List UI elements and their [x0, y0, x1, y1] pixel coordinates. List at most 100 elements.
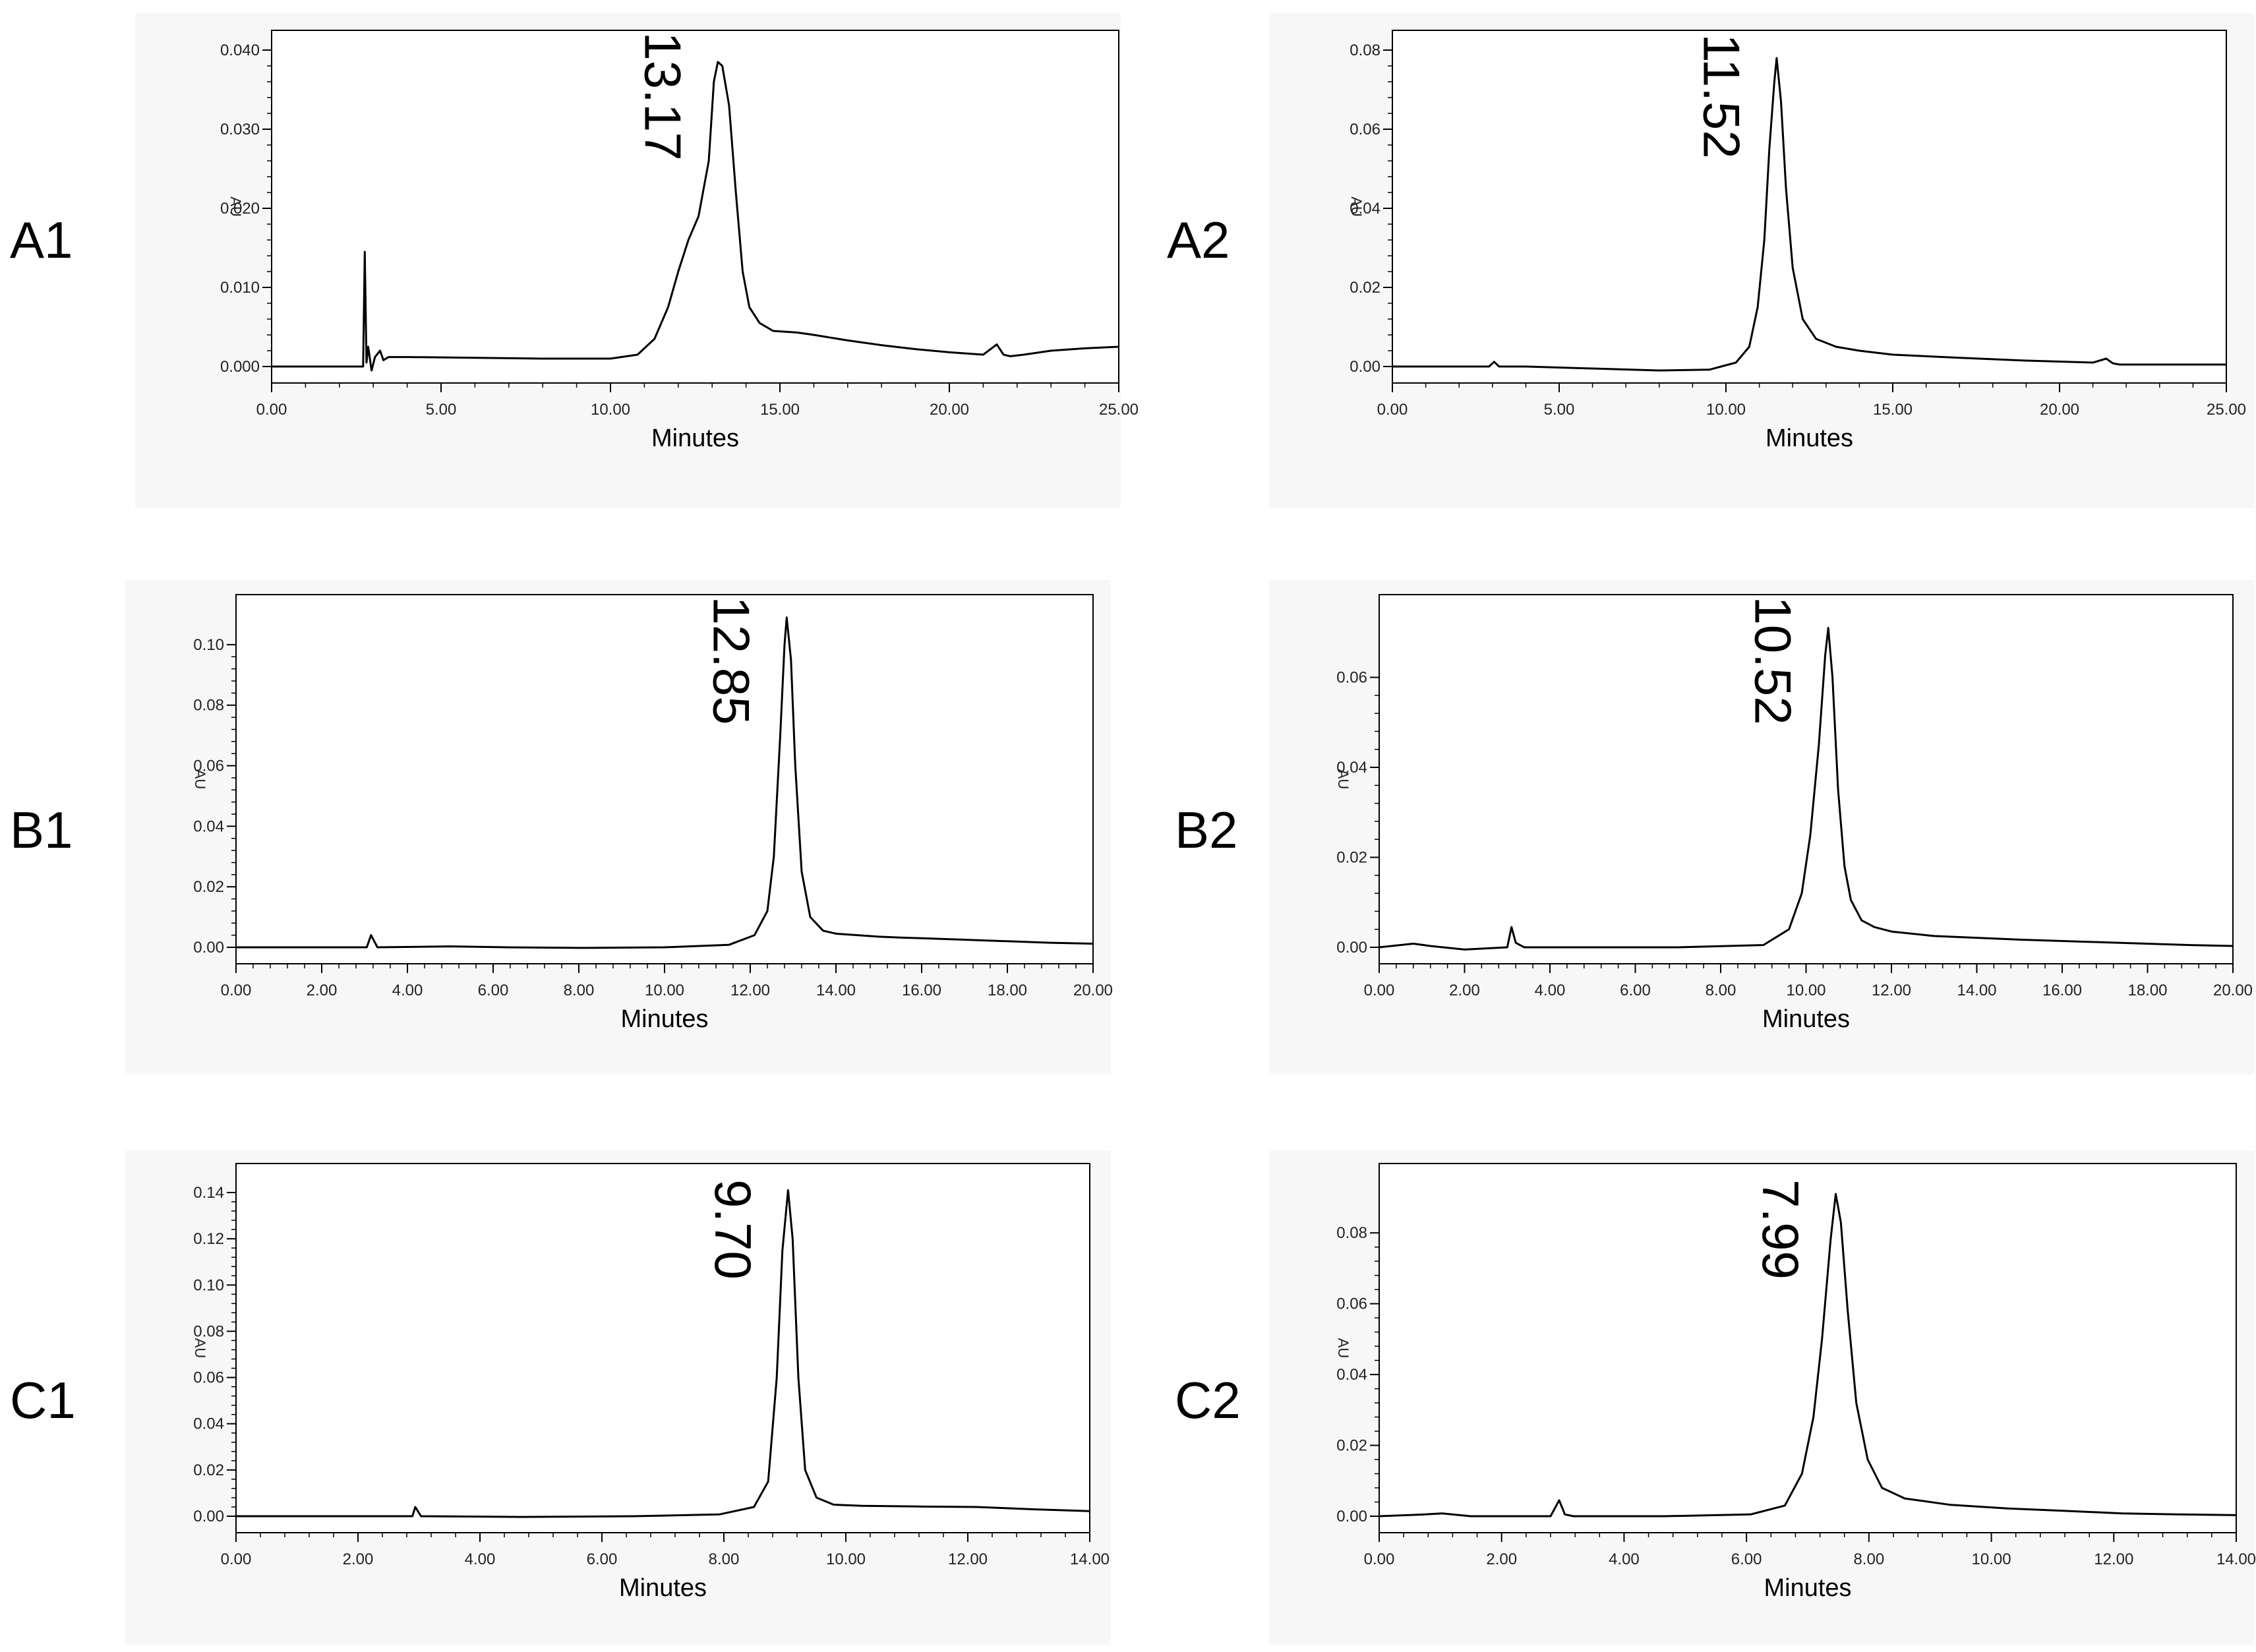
y-tick-label: 0.00 — [193, 939, 224, 957]
x-tick-label: 6.00 — [1731, 1550, 1762, 1568]
x-tick-label: 6.00 — [587, 1550, 618, 1568]
y-tick-label: 0.04 — [1336, 1366, 1367, 1384]
plot-area — [235, 1163, 1090, 1533]
x-tick-label: 12.00 — [948, 1550, 988, 1568]
y-tick-label: 0.00 — [1350, 358, 1380, 376]
y-tick-label: 0.10 — [193, 1276, 224, 1294]
x-tick-label: 18.00 — [988, 982, 1027, 999]
x-tick-label: 5.00 — [426, 401, 457, 419]
x-axis-label: Minutes — [620, 1005, 708, 1033]
x-axis-label: Minutes — [1766, 425, 1853, 452]
plot-area — [271, 30, 1119, 384]
x-tick-label: 0.00 — [221, 1550, 252, 1568]
y-axis-label: AU — [1335, 769, 1351, 790]
x-tick-label: 2.00 — [343, 1550, 374, 1568]
y-tick-label: 0.08 — [1336, 1224, 1367, 1242]
y-tick-label: 0.010 — [220, 279, 260, 297]
x-tick-label: 8.00 — [1706, 982, 1737, 999]
x-tick-label: 2.00 — [307, 982, 338, 999]
y-tick-label: 0.000 — [220, 358, 260, 376]
x-tick-label: 8.00 — [564, 982, 595, 999]
x-tick-label: 12.00 — [2094, 1550, 2133, 1568]
chromatogram-trace — [236, 616, 1094, 949]
x-tick-label: 12.00 — [730, 982, 770, 999]
y-axis-label: AU — [227, 196, 244, 217]
chromatogram-trace — [236, 1189, 1090, 1518]
y-axis-label: AU — [1348, 196, 1365, 217]
y-tick-label: 0.04 — [193, 1415, 224, 1433]
x-tick-label: 4.00 — [1609, 1550, 1640, 1568]
panel-label-c1: C1 — [10, 1371, 76, 1429]
x-tick-label: 10.00 — [1786, 982, 1826, 999]
y-axis-label: AU — [1335, 1338, 1351, 1359]
y-tick-label: 0.08 — [193, 697, 224, 715]
y-tick-label: 0.04 — [1336, 759, 1367, 777]
panel-label-b2: B2 — [1175, 801, 1238, 859]
y-tick-label: 0.02 — [1336, 849, 1367, 867]
y-tick-label: 0.14 — [193, 1184, 224, 1202]
x-tick-label: 20.00 — [930, 401, 969, 419]
x-tick-label: 10.00 — [826, 1550, 866, 1568]
panel-label-b1: B1 — [10, 801, 73, 859]
x-tick-label: 10.00 — [1972, 1550, 2011, 1568]
x-tick-label: 4.00 — [392, 982, 423, 999]
x-tick-label: 8.00 — [1853, 1550, 1884, 1568]
x-tick-label: 16.00 — [2042, 982, 2082, 999]
x-tick-label: 6.00 — [478, 982, 509, 999]
x-axis-label: Minutes — [1764, 1574, 1851, 1602]
x-axis-label: Minutes — [619, 1574, 707, 1602]
chromatogram-c2: 0.00 2.00 4.00 6.00 8.00 10.00 12.00 14.00 0.00 0… — [1335, 1163, 2256, 1602]
plot-area — [235, 594, 1094, 964]
chromatogram-trace — [1392, 57, 2226, 372]
chromatogram-a2: 0.00 5.00 10.00 15.00 20.00 25.00 0.00 0.02 0.04… — [1348, 30, 2246, 452]
y-tick-label: 0.020 — [220, 200, 260, 218]
panel-label-a1: A1 — [10, 211, 73, 269]
y-tick-label: 0.00 — [1336, 939, 1367, 957]
x-tick-label: 25.00 — [2207, 401, 2246, 419]
x-tick-label: 14.00 — [816, 982, 856, 999]
y-tick-label: 0.06 — [1336, 669, 1367, 687]
chromatogram-trace — [1379, 627, 2234, 951]
chromatogram-c1: 0.00 2.00 4.00 6.00 8.00 10.00 12.00 14.00 0.00 0… — [192, 1163, 1110, 1602]
x-tick-label: 2.00 — [1486, 1550, 1517, 1568]
x-tick-label: 14.00 — [2216, 1550, 2256, 1568]
x-tick-label: 10.00 — [1706, 401, 1746, 419]
x-tick-label: 10.00 — [591, 401, 630, 419]
peak-retention-time-label: 12.85 — [703, 596, 761, 724]
y-tick-label: 0.06 — [193, 1369, 224, 1387]
y-tick-label: 0.030 — [220, 121, 260, 138]
x-tick-label: 4.00 — [465, 1550, 496, 1568]
x-tick-label: 10.00 — [645, 982, 684, 999]
x-tick-label: 4.00 — [1535, 982, 1566, 999]
x-tick-label: 0.00 — [221, 982, 252, 999]
y-tick-label: 0.06 — [193, 757, 224, 775]
y-tick-label: 0.02 — [193, 1461, 224, 1479]
x-tick-label: 0.00 — [1364, 1550, 1395, 1568]
x-tick-label: 14.00 — [1957, 982, 1996, 999]
y-tick-label: 0.06 — [1350, 121, 1380, 138]
x-tick-label: 18.00 — [2127, 982, 2167, 999]
chromatogram-b1: 0.00 2.00 4.00 6.00 8.00 10.00 12.00 14.00 16.00… — [192, 594, 1113, 1033]
y-tick-label: 0.12 — [193, 1230, 224, 1248]
y-tick-label: 0.10 — [193, 636, 224, 654]
y-tick-label: 0.00 — [1336, 1508, 1367, 1525]
panel-label-c2: C2 — [1175, 1371, 1241, 1429]
x-tick-label: 0.00 — [1377, 401, 1408, 419]
x-axis-label: Minutes — [1762, 1005, 1850, 1033]
panel-label-a2: A2 — [1167, 211, 1230, 269]
chromatogram-trace — [1379, 1193, 2237, 1518]
y-tick-label: 0.04 — [1350, 200, 1380, 218]
chromatogram-b2: 0.00 2.00 4.00 6.00 8.00 10.00 12.00 14.00 16.00… — [1335, 594, 2253, 1033]
x-tick-label: 0.00 — [256, 401, 287, 419]
peak-retention-time-label: 10.52 — [1744, 596, 1802, 724]
y-axis-label: AU — [192, 1338, 208, 1359]
x-tick-label: 16.00 — [902, 982, 941, 999]
x-tick-label: 0.00 — [1364, 982, 1395, 999]
peak-retention-time-label: 11.52 — [1692, 34, 1750, 158]
chromatogram-a1: 0.00 5.00 10.00 15.00 20.00 25.00 0.000 0.010 0.… — [220, 30, 1139, 452]
chromatogram-trace — [272, 61, 1119, 372]
y-tick-label: 0.06 — [1336, 1295, 1367, 1313]
y-tick-label: 0.02 — [193, 878, 224, 896]
plot-area — [1392, 30, 2227, 384]
x-tick-label: 14.00 — [1070, 1550, 1110, 1568]
